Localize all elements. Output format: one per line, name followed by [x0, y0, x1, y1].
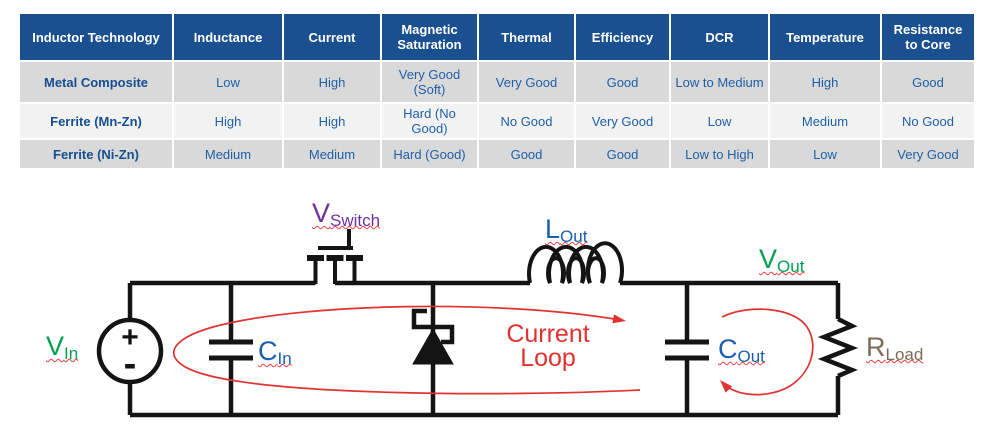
circuit-schematic-icon: + - [96, 229, 859, 418]
table-row: Metal Composite Low High Very Good (Soft… [20, 62, 974, 102]
cin-label: CIn [258, 336, 292, 368]
row-label: Ferrite (Ni-Zn) [20, 140, 172, 168]
header-cell: DCR [671, 14, 768, 60]
schottky-diode-icon [411, 308, 455, 365]
table-cell: Low [770, 140, 880, 168]
capacitor-cin-icon [209, 339, 253, 361]
table-cell: High [174, 104, 282, 138]
table-cell: Hard (Good) [382, 140, 477, 168]
header-cell: Magnetic Saturation [382, 14, 477, 60]
inductor-comparison-table: Inductor Technology Inductance Current M… [18, 12, 976, 170]
mosfet-switch-icon [307, 229, 363, 284]
voltage-source-icon: + - [96, 317, 164, 385]
current-loop-arrow-small [720, 308, 814, 396]
table-cell: Low to High [671, 140, 768, 168]
table-cell: Low to Medium [671, 62, 768, 102]
vin-label: VIn [46, 331, 79, 363]
current-loop-line1: Current [506, 320, 590, 348]
table-cell: High [284, 104, 380, 138]
circuit-wires [127, 280, 841, 418]
table-cell: No Good [479, 104, 574, 138]
capacitor-cout-icon [665, 339, 709, 361]
table-cell: Low [671, 104, 768, 138]
table-cell: Good [576, 62, 669, 102]
header-cell: Resistance to Core [882, 14, 974, 60]
table-cell: Good [479, 140, 574, 168]
table-cell: Good [576, 140, 669, 168]
table-cell: Very Good [479, 62, 574, 102]
cout-label: COut [718, 334, 765, 366]
inductor-coil-icon [527, 241, 624, 284]
table-row: Ferrite (Ni-Zn) Medium Medium Hard (Good… [20, 140, 974, 168]
table-cell: No Good [882, 104, 974, 138]
table-cell: Very Good [576, 104, 669, 138]
header-cell: Efficiency [576, 14, 669, 60]
table-cell: Very Good [882, 140, 974, 168]
header-cell: Current [284, 14, 380, 60]
header-cell: Temperature [770, 14, 880, 60]
table-cell: High [770, 62, 880, 102]
header-cell: Inductance [174, 14, 282, 60]
table-row: Ferrite (Mn-Zn) High High Hard (No Good)… [20, 104, 974, 138]
table-cell: Medium [284, 140, 380, 168]
vout-label: VOut [759, 244, 805, 276]
current-loop-arrow-big [172, 305, 641, 395]
current-loop-annotation: Current Loop [492, 320, 604, 372]
table-header-row: Inductor Technology Inductance Current M… [20, 14, 974, 60]
buck-converter-diagram: + - [0, 186, 984, 436]
table-cell: Low [174, 62, 282, 102]
source-minus-sign: - [124, 343, 137, 385]
vswitch-label: VSwitch [312, 198, 381, 230]
table-cell: Very Good (Soft) [382, 62, 477, 102]
source-plus-sign: + [121, 321, 139, 354]
current-loop-line2: Loop [520, 344, 576, 372]
lout-label: LOut [545, 214, 588, 246]
table-cell: High [284, 62, 380, 102]
header-cell: Inductor Technology [20, 14, 172, 60]
header-cell: Thermal [479, 14, 574, 60]
table-cell: Medium [174, 140, 282, 168]
table-cell: Medium [770, 104, 880, 138]
row-label: Ferrite (Mn-Zn) [20, 104, 172, 138]
table-cell: Good [882, 62, 974, 102]
table-cell: Hard (No Good) [382, 104, 477, 138]
row-label: Metal Composite [20, 62, 172, 102]
resistor-rload-icon [817, 316, 859, 379]
rload-label: RLoad [866, 332, 924, 364]
